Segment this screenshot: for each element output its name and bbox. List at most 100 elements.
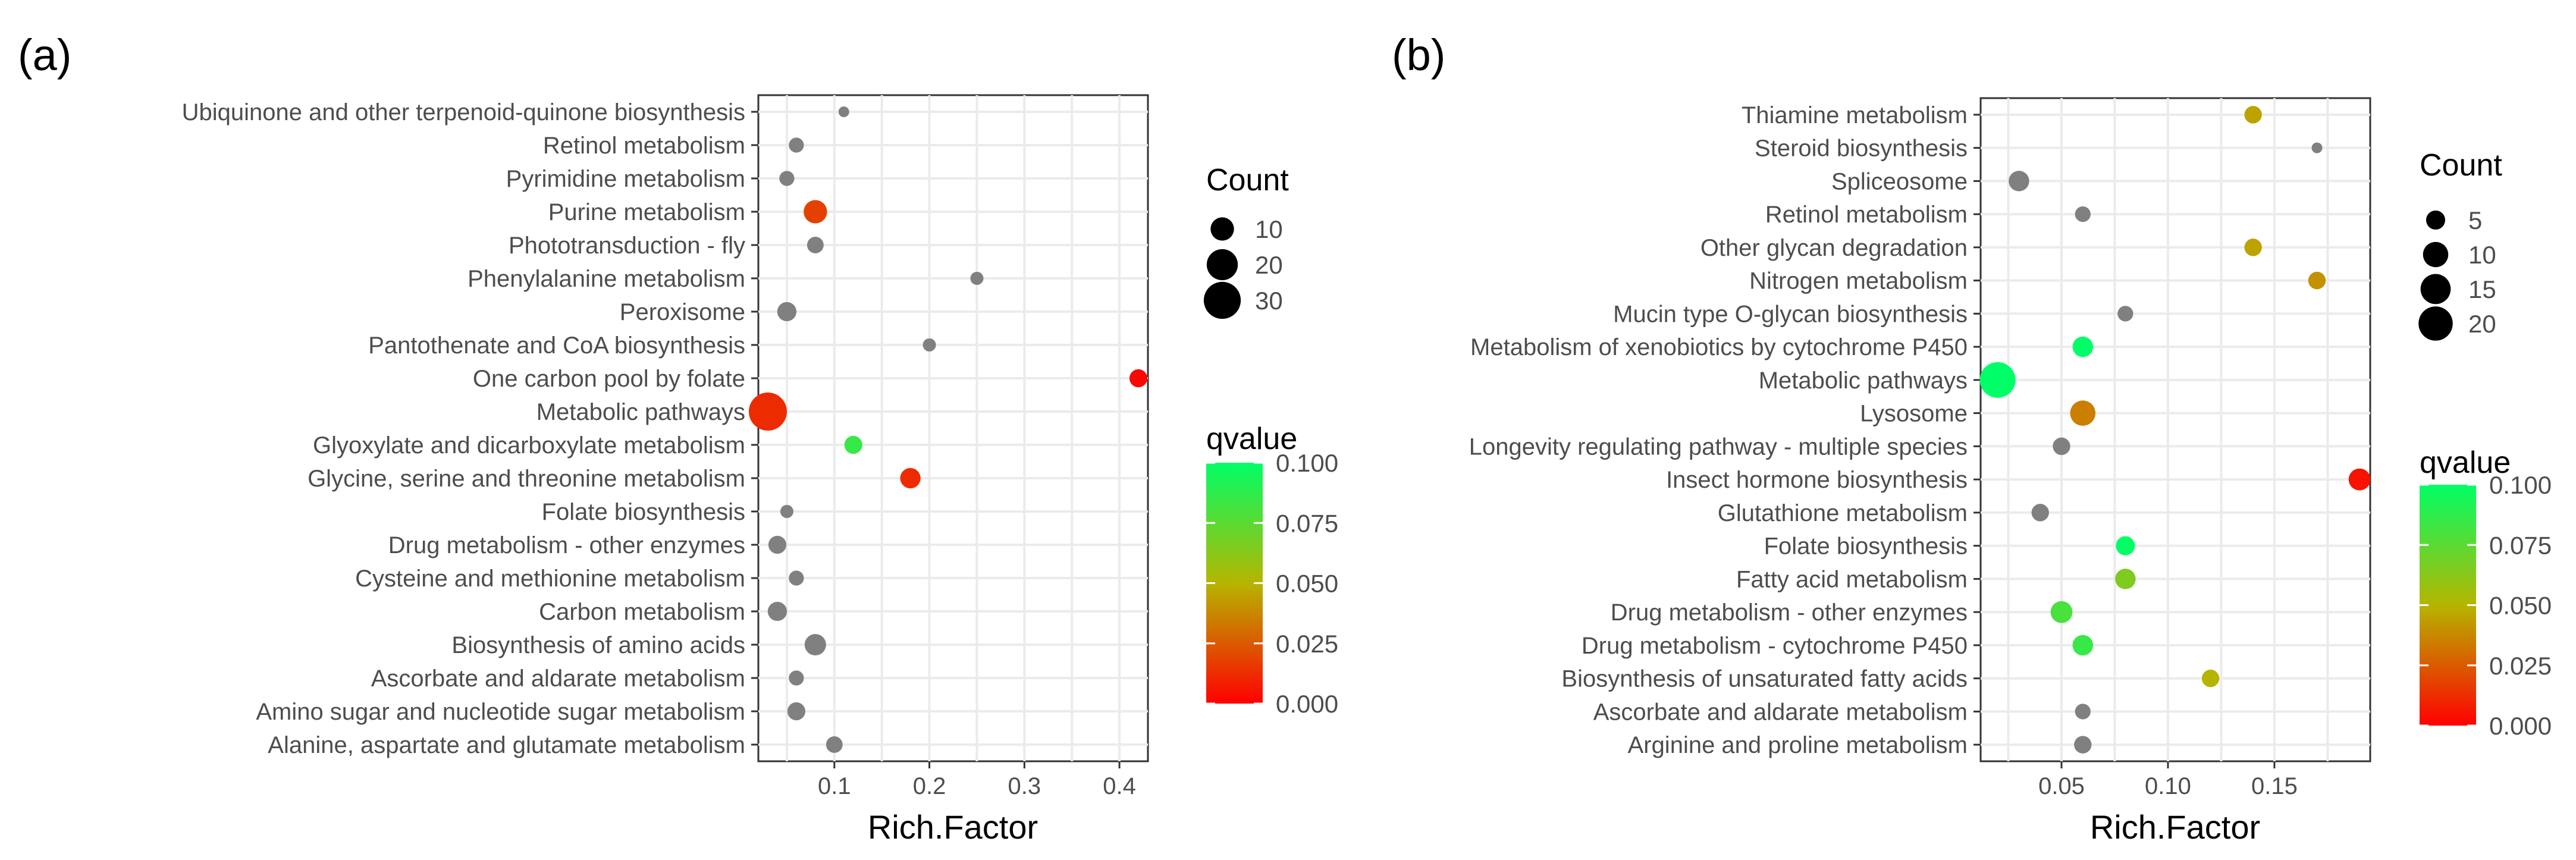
x-axis-ticks-a: 0.1 0.2 0.3 0.4: [818, 761, 1136, 799]
data-point: [900, 467, 921, 489]
data-point: [970, 271, 984, 285]
data-point: [2031, 504, 2049, 522]
y-tick-label: Steroid biosynthesis: [1755, 136, 1968, 162]
y-tick-label: Pantothenate and CoA biosynthesis: [368, 332, 745, 359]
data-point: [2311, 142, 2323, 153]
y-tick-label: Metabolic pathways: [1759, 368, 1968, 394]
data-point: [789, 570, 804, 586]
data-point: [807, 237, 824, 253]
y-tick-label: Thiamine metabolism: [1742, 102, 1968, 128]
y-tick-label: Biosynthesis of unsaturated fatty acids: [1561, 666, 1968, 692]
data-point: [2050, 601, 2073, 623]
y-tick-label: Peroxisome: [620, 299, 745, 325]
x-axis-title-a: Rich.Factor: [868, 808, 1038, 846]
count-legend-title-a: Count: [1206, 163, 1289, 197]
data-point: [2074, 736, 2092, 754]
qvalue-legend-title-b: qvalue: [2420, 445, 2511, 480]
qvalue-tick-label: 0.100: [2489, 471, 2552, 499]
x-axis-title-b: Rich.Factor: [2090, 808, 2260, 846]
y-tick-label: Arginine and proline metabolism: [1628, 732, 1968, 758]
count-legend-swatch: [1210, 217, 1234, 241]
y-tick-label: Alanine, aspartate and glutamate metabol…: [268, 732, 745, 758]
plot-area-a: [757, 94, 1149, 762]
y-tick-label: Mucin type O-glycan biosynthesis: [1613, 301, 1968, 327]
x-tick-label: 0.1: [818, 773, 851, 799]
y-tick-label: Cysteine and methionine metabolism: [355, 566, 745, 592]
data-point: [2116, 536, 2135, 555]
data-point: [748, 393, 787, 431]
count-legend-label: 15: [2468, 275, 2496, 303]
y-tick-label: Glyoxylate and dicarboxylate metabolism: [313, 432, 745, 459]
data-point: [789, 670, 804, 686]
data-point: [844, 435, 862, 454]
count-legend-swatch: [1203, 281, 1241, 319]
qvalue-tick-label: 0.075: [1276, 509, 1338, 537]
data-point: [826, 736, 843, 753]
qvalue-tick-label: 0.100: [1276, 449, 1338, 477]
points-a: [748, 106, 1148, 753]
y-tick-label: Ascorbate and aldarate metabolism: [1593, 699, 1968, 725]
data-point: [2072, 336, 2094, 357]
data-point: [2075, 704, 2091, 720]
data-point: [2070, 400, 2096, 426]
qvalue-colorbar-a: [1206, 463, 1263, 704]
count-legend-swatch: [2423, 241, 2449, 268]
y-tick-label: Retinol metabolism: [543, 133, 745, 159]
y-tick-label: Purine metabolism: [548, 199, 745, 225]
qvalue-colorbar-b: [2420, 485, 2476, 726]
grid-b: [1981, 98, 2370, 761]
x-tick-label: 0.2: [913, 773, 946, 799]
qvalue-tick-label: 0.025: [2489, 652, 2552, 680]
y-tick-label: Other glycan degradation: [1700, 235, 1968, 261]
y-tick-label: Amino sugar and nucleotide sugar metabol…: [256, 699, 745, 725]
y-tick-label: Ascorbate and aldarate metabolism: [371, 666, 745, 692]
data-point: [2308, 271, 2326, 290]
count-legend-swatch: [1206, 249, 1238, 281]
qvalue-tick-label: 0.025: [1276, 630, 1338, 658]
data-point: [2115, 569, 2136, 589]
y-tick-label: Fatty acid metabolism: [1736, 566, 1968, 592]
grid-a: [758, 95, 1148, 761]
y-tick-label: Phenylalanine metabolism: [467, 266, 745, 292]
count-legend-label: 20: [2468, 310, 2496, 338]
y-tick-label: Insect hormone biosynthesis: [1666, 467, 1968, 493]
count-legend-a: Count 10 20 30: [1203, 163, 1289, 319]
data-point: [779, 171, 795, 186]
count-legend-swatch: [2420, 274, 2451, 305]
count-legend-swatch: [2418, 306, 2453, 341]
data-point: [2075, 206, 2091, 222]
y-tick-label: Drug metabolism - cytochrome P450: [1582, 633, 1968, 659]
y-tick-label: Lysosome: [1860, 401, 1968, 427]
x-tick-label: 0.05: [2038, 773, 2085, 799]
y-tick-label: Retinol metabolism: [1765, 202, 1968, 228]
data-point: [2117, 306, 2133, 322]
y-tick-label: Metabolic pathways: [536, 399, 745, 425]
y-tick-label: Carbon metabolism: [539, 599, 745, 625]
qvalue-tick-label: 0.050: [2489, 592, 2552, 620]
data-point: [777, 302, 797, 322]
data-point: [768, 535, 787, 554]
count-legend-label: 30: [1255, 287, 1283, 315]
data-point: [923, 338, 936, 352]
y-tick-label: Longevity regulating pathway - multiple …: [1469, 434, 1968, 460]
count-legend-swatch: [2426, 210, 2446, 230]
data-point: [2201, 669, 2220, 688]
data-point: [2053, 437, 2070, 456]
x-tick-label: 0.15: [2251, 773, 2298, 799]
data-point: [789, 137, 804, 153]
qvalue-tick-label: 0.000: [1276, 690, 1338, 718]
count-legend-b: Count 5 10 15 20: [2418, 148, 2502, 341]
count-legend-label: 20: [1255, 251, 1283, 279]
count-legend-label: 5: [2468, 206, 2482, 234]
data-point: [1979, 362, 2016, 398]
qvalue-legend-a: qvalue 0.100 0.075 0.050 0.025 0.000: [1206, 422, 1338, 718]
y-tick-label: Phototransduction - fly: [509, 233, 745, 259]
qvalue-legend-title-a: qvalue: [1206, 422, 1297, 456]
y-tick-label: One carbon pool by folate: [473, 366, 745, 392]
qvalue-tick-label: 0.000: [2489, 712, 2552, 740]
data-point: [2348, 468, 2371, 491]
panel-label-a: (a): [18, 30, 71, 80]
y-tick-label: Spliceosome: [1831, 168, 1968, 194]
